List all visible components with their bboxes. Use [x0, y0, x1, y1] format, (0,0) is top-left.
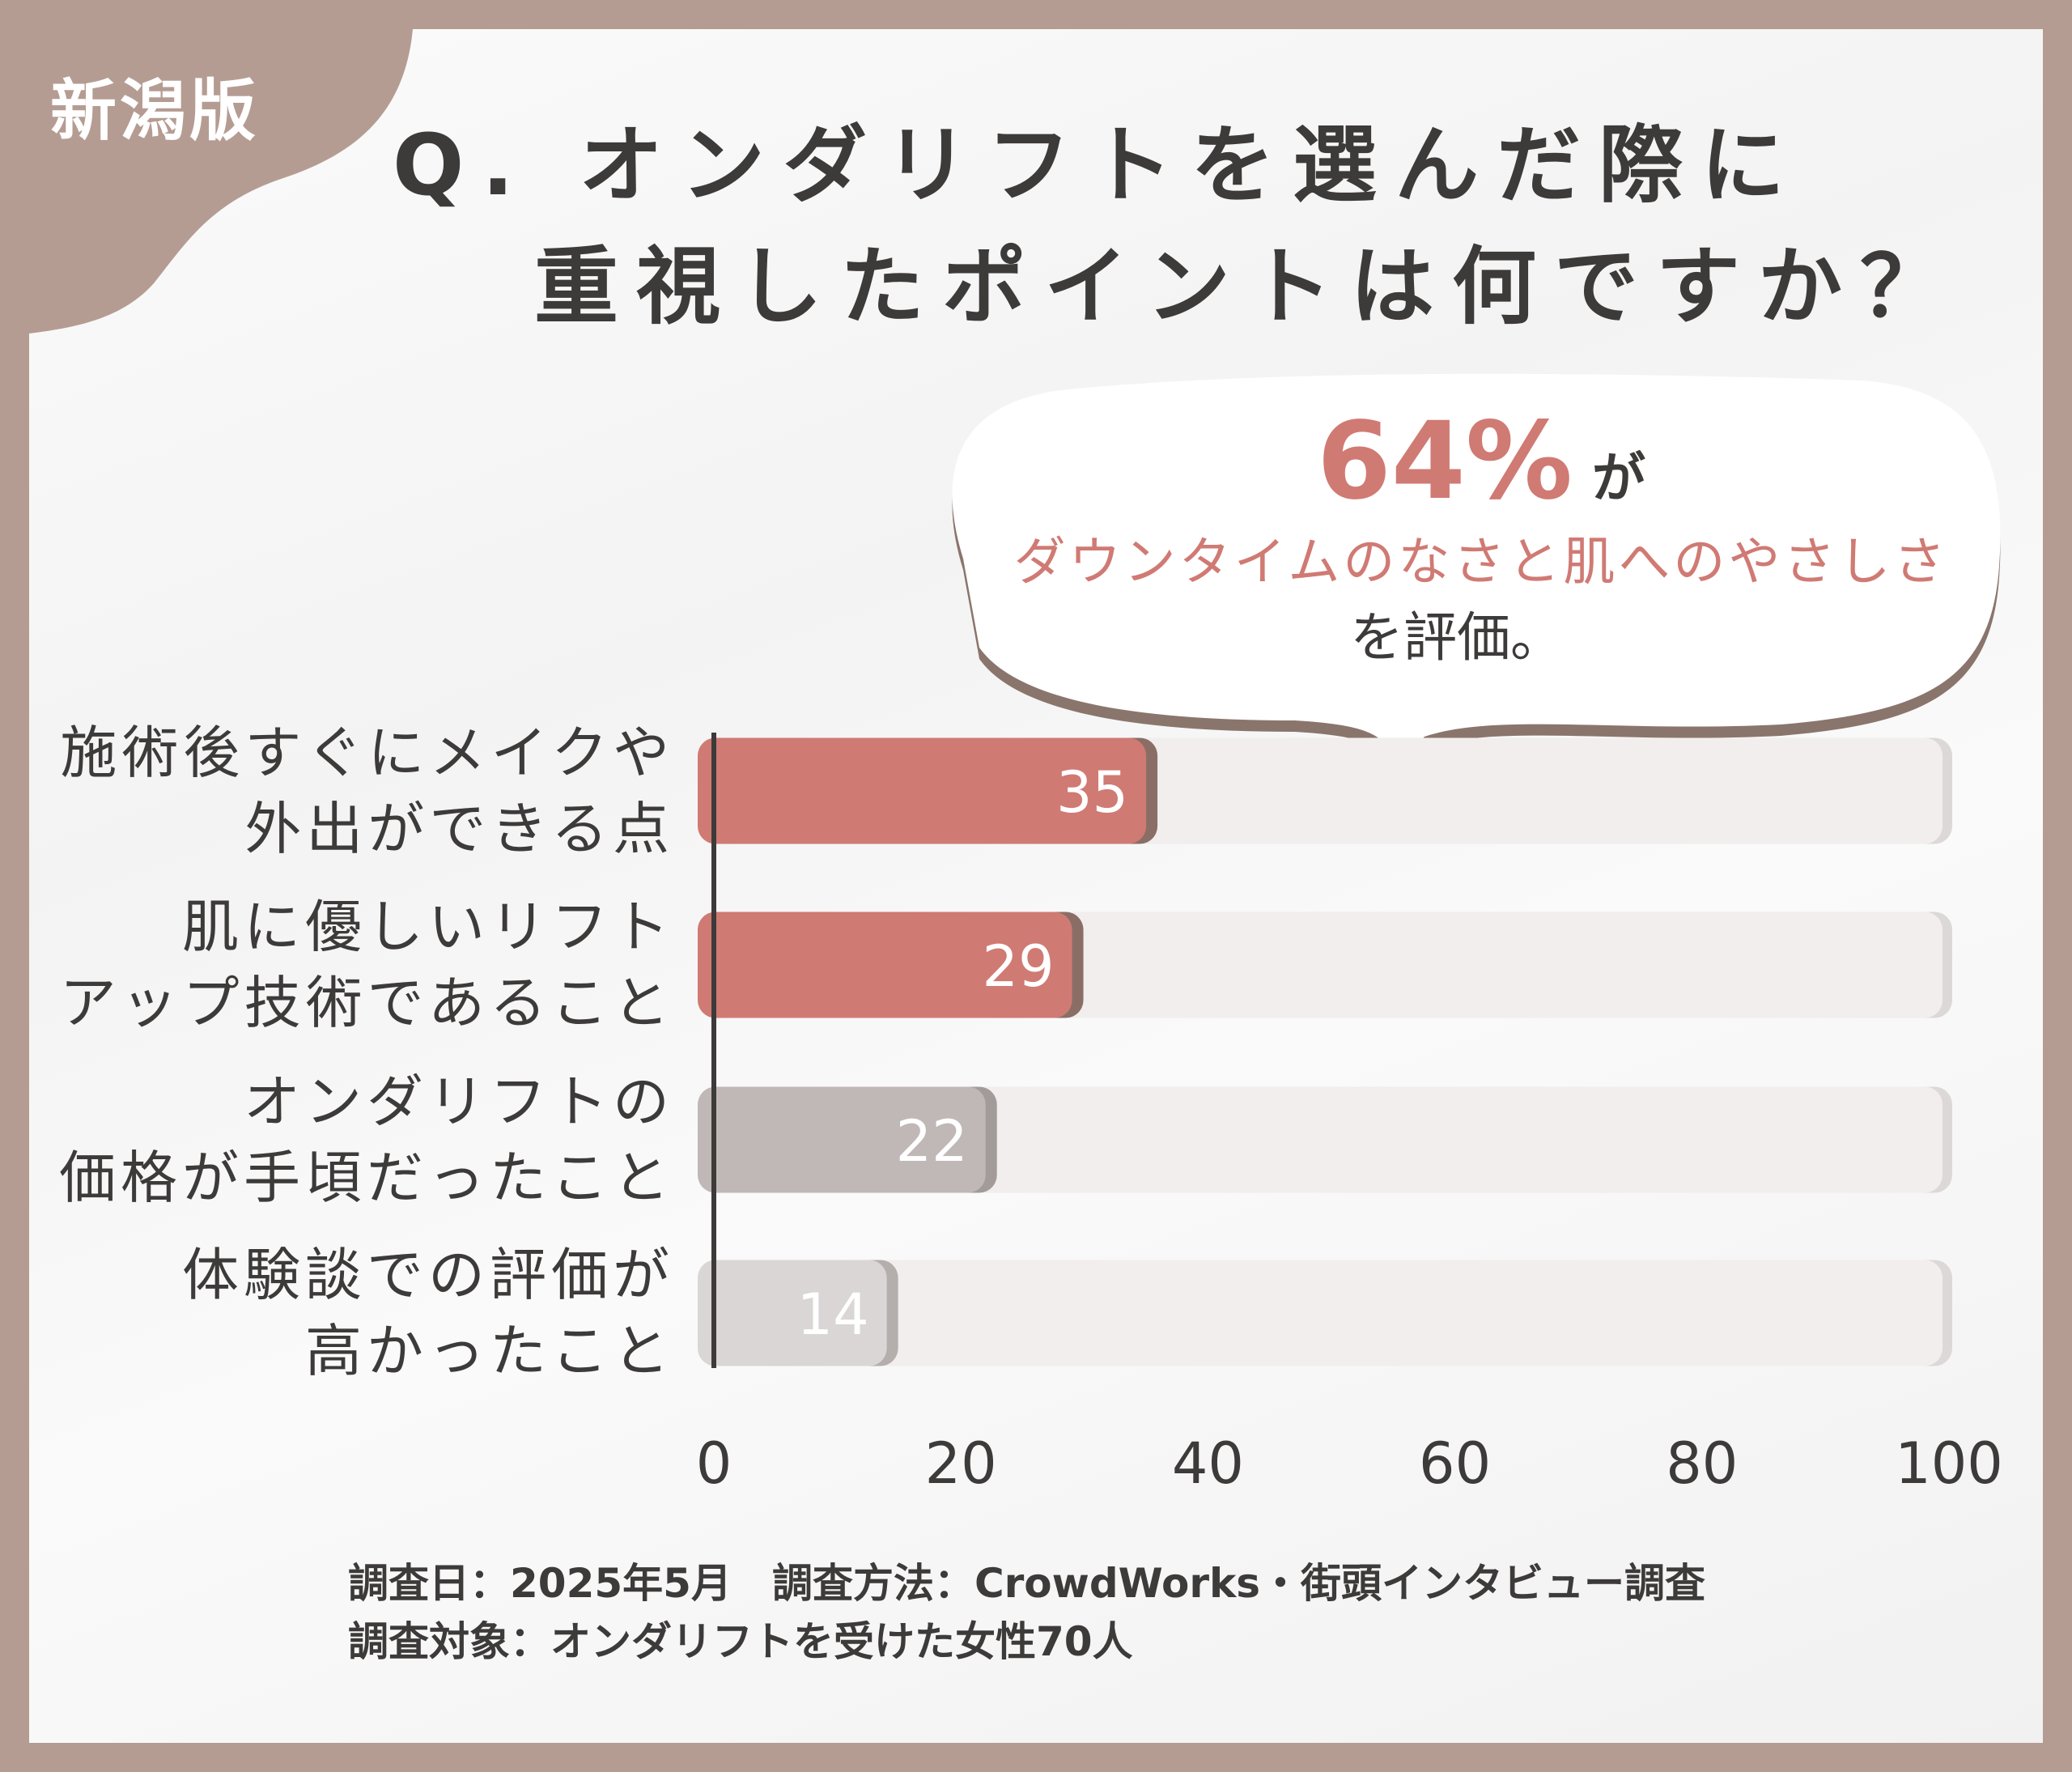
bar-3	[698, 1086, 986, 1193]
callout-highlight: ダウンタイムのなさと肌へのやさしさ	[1013, 533, 1949, 593]
category-label-line: 高かったこと	[305, 1318, 674, 1384]
x-tick-label: 80	[1666, 1430, 1739, 1497]
x-tick-label: 40	[1171, 1430, 1244, 1497]
category-label: 施術後すぐにメイクや外出ができる点	[60, 715, 674, 867]
category-label: オンダリフトの価格が手頃だったこと	[59, 1064, 674, 1216]
category-label: 肌に優しいリフトアップ技術であること	[60, 889, 674, 1041]
footer-survey-target: 調査対象：オンダリフトを受けた女性70人	[348, 1618, 1133, 1665]
question-title-line2: 重視したポイントは何ですか？	[534, 237, 1963, 336]
category-label-line: 施術後すぐにメイクや	[60, 720, 674, 786]
callout-suffix: を評価。	[1350, 606, 1564, 669]
callout-percent: 64%	[1317, 399, 1573, 524]
category-label-line: アップ技術であること	[59, 970, 674, 1036]
bar-value-label: 14	[797, 1281, 869, 1348]
bar-1	[698, 737, 1147, 844]
bar-track	[714, 1260, 1942, 1366]
question-title-line1: Q. オンダリフトを選んだ際に	[393, 116, 1803, 215]
infographic-card	[29, 29, 2043, 1743]
x-tick-label: 0	[695, 1430, 732, 1497]
bar-track	[714, 1086, 1942, 1193]
corner-blob	[29, 29, 413, 334]
bar-2	[698, 911, 1072, 1018]
callout-particle: が	[1591, 447, 1645, 509]
footer-survey-info: 調査日：2025年5月 調査方法：CrowdWorks・街頭インタビュー調査	[348, 1560, 1706, 1607]
speech-bubble	[952, 373, 2001, 821]
region-badge: 新潟版	[50, 73, 260, 150]
category-label: 体験談での評価が高かったこと	[182, 1237, 674, 1389]
category-label-line: 外出ができる点	[244, 796, 674, 862]
x-tick-label: 60	[1419, 1430, 1492, 1497]
category-label-line: 肌に優しいリフト	[182, 894, 674, 960]
bar-value-label: 35	[1056, 759, 1128, 826]
category-label-line: 体験談での評価が	[182, 1242, 674, 1308]
category-label-line: 価格が手頃だったこと	[59, 1145, 674, 1211]
x-tick-label: 100	[1895, 1430, 2003, 1497]
x-tick-label: 20	[924, 1430, 997, 1497]
bar-value-label: 22	[896, 1108, 968, 1175]
bar-value-label: 29	[982, 933, 1054, 1000]
bar-4	[698, 1260, 887, 1366]
category-label-line: オンダリフトの	[244, 1069, 674, 1135]
callout-headline: 64% が	[971, 405, 1991, 515]
